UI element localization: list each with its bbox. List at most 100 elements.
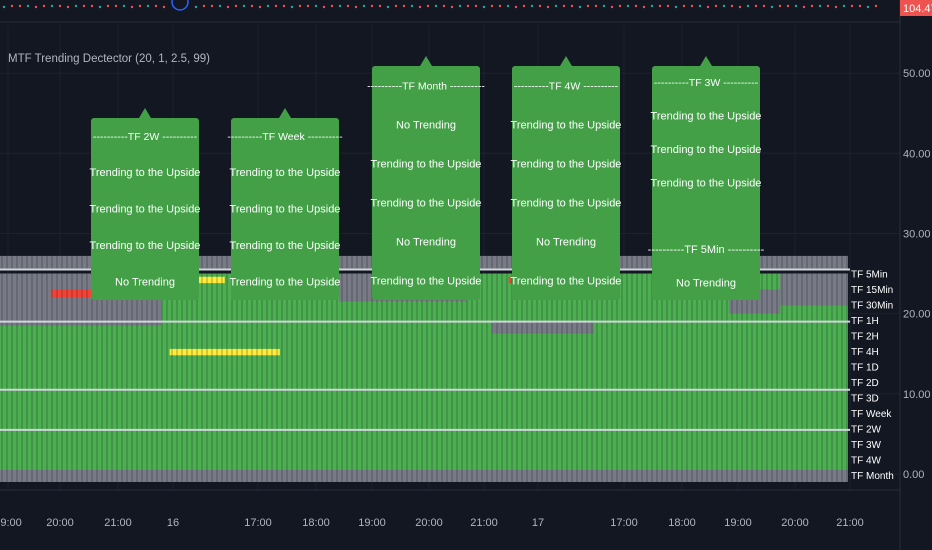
price-dot — [514, 5, 518, 9]
y-tick-label: 10.00 — [903, 389, 931, 401]
price-dot — [258, 5, 262, 9]
price-dot — [114, 4, 118, 8]
x-tick-label: 19:00 — [0, 517, 22, 529]
trend-label-5: ----------TF 3W ---------- Trending to th… — [648, 56, 765, 300]
price-dot — [218, 4, 222, 8]
label-row: No Trending — [536, 236, 596, 248]
price-dot — [282, 4, 286, 8]
price-dot — [122, 4, 126, 8]
label-row: Trending to the Upside — [651, 177, 762, 189]
price-dot — [34, 5, 38, 9]
label-header: ----------TF 4W ---------- — [514, 80, 619, 92]
row-label: TF Week — [851, 409, 892, 420]
price-dot — [490, 4, 494, 8]
label-row: Trending to the Upside — [511, 197, 622, 209]
price-dot — [74, 4, 78, 8]
price-dot — [274, 4, 278, 8]
series-block-trend_up — [0, 325, 848, 470]
label-row: Trending to the Upside — [371, 275, 482, 287]
price-dot — [194, 5, 198, 9]
price-dot — [346, 4, 350, 8]
y-tick-label: 50.00 — [903, 68, 931, 80]
x-tick-label: 16 — [167, 517, 179, 529]
label-box — [512, 66, 620, 300]
price-dot — [506, 4, 510, 8]
label-row: No Trending — [115, 276, 175, 288]
price-dot — [306, 4, 310, 8]
x-tick-label: 19:00 — [358, 517, 386, 529]
price-dot — [530, 4, 534, 8]
price-dot — [370, 4, 374, 8]
price-dot — [706, 5, 710, 9]
price-dot — [66, 5, 70, 9]
x-tick-label: 18:00 — [302, 517, 330, 529]
price-dot — [698, 4, 702, 8]
x-tick-label: 18:00 — [668, 517, 696, 529]
price-dot — [442, 4, 446, 8]
price-dot — [618, 4, 622, 8]
price-dot — [866, 5, 870, 9]
price-dot — [778, 4, 782, 8]
price-dot — [58, 4, 62, 8]
label-row: Trending to the Upside — [511, 275, 622, 287]
price-dot — [82, 4, 86, 8]
price-dot — [426, 4, 430, 8]
series-block-down — [50, 289, 102, 298]
price-dot — [786, 4, 790, 8]
price-dot — [818, 4, 822, 8]
row-label: TF 3D — [851, 394, 879, 405]
label-row: Trending to the Upside — [511, 119, 622, 131]
label-pointer — [139, 108, 151, 118]
price-dot — [410, 4, 414, 8]
price-dot — [418, 5, 422, 9]
price-dot — [138, 4, 142, 8]
cursor-circle — [171, 0, 189, 11]
price-dot — [474, 4, 478, 8]
price-dot — [666, 4, 670, 8]
x-tick-label: 20:00 — [415, 517, 443, 529]
price-dot — [98, 5, 102, 9]
trend-label-3: ----------TF Month ---------- No Trending… — [367, 56, 485, 300]
price-dot — [394, 4, 398, 8]
row-label: TF 2D — [851, 378, 879, 389]
price-dot — [730, 4, 734, 8]
label-row: Trending to the Upside — [230, 240, 341, 252]
row-label: TF Month — [851, 471, 894, 482]
price-dot — [106, 4, 110, 8]
row-label: TF 15Min — [851, 285, 893, 296]
price-dot — [762, 4, 766, 8]
main-chart-dots — [2, 4, 878, 9]
price-dot — [154, 4, 158, 8]
label-row: Trending to the Upside — [651, 110, 762, 122]
label-box — [231, 118, 339, 300]
price-dot — [602, 4, 606, 8]
label-pointer — [279, 108, 291, 118]
price-dot — [610, 5, 614, 9]
label-row: Trending to the Upside — [90, 167, 201, 179]
price-dot — [90, 4, 94, 8]
price-dot — [50, 4, 54, 8]
x-tick-label: 17:00 — [610, 517, 638, 529]
trend-label-4: ----------TF 4W ---------- Trending to th… — [511, 56, 622, 300]
x-tick-label: 21:00 — [836, 517, 864, 529]
price-dot — [242, 4, 246, 8]
price-dot — [522, 4, 526, 8]
price-dot — [642, 5, 646, 9]
label-box — [652, 66, 760, 300]
price-dot — [298, 4, 302, 8]
price-dot — [650, 4, 654, 8]
price-dot — [234, 4, 238, 8]
price-dot — [674, 5, 678, 9]
x-tick-label: 19:00 — [724, 517, 752, 529]
price-dot — [402, 4, 406, 8]
price-dot — [738, 5, 742, 9]
price-dot — [26, 4, 30, 8]
label-header: ----------TF 3W ---------- — [654, 77, 759, 89]
price-dot — [834, 5, 838, 9]
price-dot — [322, 5, 326, 9]
series-block-alert — [169, 348, 280, 356]
label-row: Trending to the Upside — [230, 204, 341, 216]
price-dot — [722, 4, 726, 8]
price-dot — [810, 4, 814, 8]
x-tick-label: 17 — [532, 517, 544, 529]
